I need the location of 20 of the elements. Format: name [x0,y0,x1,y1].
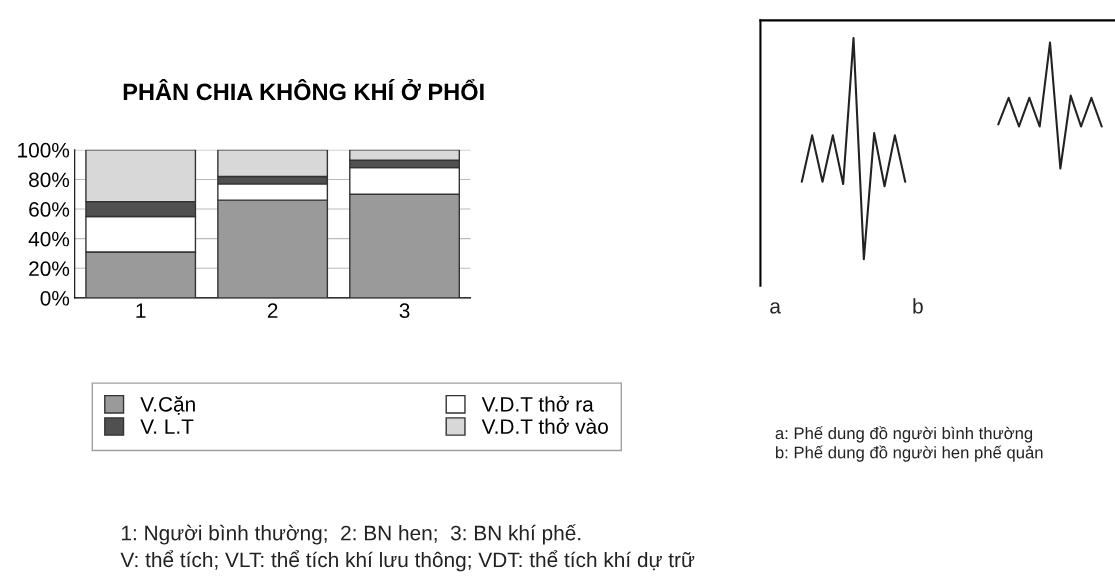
legend-label: V.D.T thở ra [481,395,594,412]
text: a [770,302,781,314]
text: V: thể tích; VLT: thể tích khí lưu thông; VDT: thể tích khí dự trữ [120,550,695,572]
y-tick-label: 0% [40,290,70,306]
x-tick-label: 1 [136,303,146,318]
text: a: Phế dung đồ người bình thường [775,426,1033,443]
y-tick-label: 100% [18,142,70,158]
legend-label: V.D.T thở vào [481,417,608,434]
legend-label: V.Cặn [140,396,195,415]
y-tick-label: 60% [29,202,70,217]
y-tick-label: 20% [29,261,70,277]
y-tick-label: 80% [29,172,70,188]
x-tick-label: 3 [399,303,410,319]
legend-label: V. L.T [140,419,194,434]
chart-title: PHÂN CHIA KHÔNG KHÍ Ở PHỔI [123,78,484,101]
y-tick-label: 40% [28,231,70,247]
x-tick-label: 2 [267,303,278,318]
text: b: Phế dung đồ người hen phế quản [776,445,1043,462]
text: b [913,298,923,314]
text: 1: Người bình thường; 2: BN hen; 3: BN khí phế. [122,524,581,545]
